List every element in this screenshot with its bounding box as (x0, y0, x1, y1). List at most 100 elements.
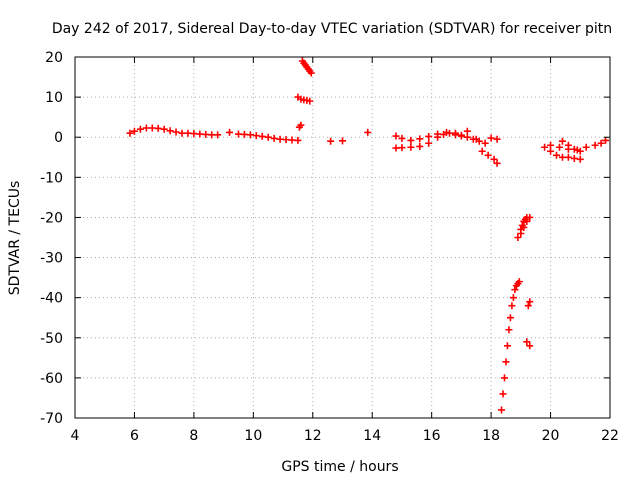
data-point (240, 130, 248, 138)
data-point (515, 278, 523, 286)
x-tick-label: 8 (189, 428, 198, 444)
data-point (148, 124, 156, 132)
data-point (508, 302, 516, 310)
data-point (558, 137, 566, 145)
data-point (130, 127, 138, 135)
data-point (440, 130, 448, 138)
y-tick-labels: 20 10 0 -10 -20 -30 -40 -50 -60 -70 (40, 50, 63, 427)
data-point (252, 132, 260, 140)
data-point (558, 153, 566, 161)
data-point (506, 314, 514, 322)
data-point (184, 129, 192, 137)
y-tick-label: -50 (40, 331, 63, 347)
data-point (282, 136, 290, 144)
y-tick-label: 20 (45, 50, 63, 66)
data-point (523, 217, 531, 225)
x-tick-label: 16 (423, 428, 441, 444)
data-point (136, 125, 144, 133)
data-point (270, 134, 278, 142)
data-point (597, 139, 605, 147)
data-point (297, 121, 305, 129)
data-point (306, 97, 314, 105)
data-point (502, 358, 510, 366)
x-tick-label: 22 (601, 428, 619, 444)
data-point (172, 128, 180, 136)
data-point (327, 137, 335, 145)
data-point (553, 151, 560, 159)
x-tick-label: 12 (304, 428, 322, 444)
y-tick-label: -40 (40, 291, 63, 307)
data-point (446, 129, 453, 137)
data-point (258, 132, 266, 140)
y-tick-label: -10 (40, 170, 63, 186)
data-point (493, 135, 501, 143)
data-point (178, 129, 186, 137)
data-point (547, 141, 555, 149)
data-point (398, 134, 406, 142)
data-point (425, 139, 433, 147)
x-tick-label: 20 (542, 428, 560, 444)
data-point (398, 144, 406, 152)
data-point (547, 147, 555, 155)
data-point (126, 129, 134, 137)
data-point (364, 128, 372, 136)
data-point (524, 302, 532, 310)
axis-ticks (74, 56, 611, 419)
data-point (416, 142, 424, 150)
data-point (505, 326, 513, 334)
data-point (294, 136, 302, 144)
data-point (499, 390, 507, 398)
data-point (457, 132, 465, 140)
data-point (526, 342, 534, 350)
data-point (392, 132, 400, 140)
y-tick-label: -60 (40, 371, 63, 387)
data-point (517, 229, 525, 237)
chart-title: Day 242 of 2017, Sidereal Day-to-day VTE… (52, 21, 612, 37)
data-point (160, 125, 168, 133)
data-point (509, 294, 517, 302)
data-point (425, 132, 433, 140)
data-point (576, 147, 584, 155)
data-point (526, 213, 534, 221)
data-point (214, 131, 222, 139)
grid (75, 57, 610, 418)
data-point (434, 133, 442, 141)
data-point (570, 145, 578, 153)
data-point (520, 223, 528, 231)
data-point (234, 130, 242, 138)
x-tick-label: 10 (244, 428, 262, 444)
data-point (484, 151, 492, 159)
data-point (407, 143, 415, 151)
y-tick-label: -20 (40, 210, 63, 226)
data-point (564, 153, 572, 161)
y-tick-label: 0 (54, 130, 63, 146)
data-point (490, 155, 498, 163)
data-point (591, 141, 599, 149)
data-point (307, 69, 315, 77)
data-point (500, 374, 508, 382)
data-point (246, 131, 254, 139)
x-tick-label: 18 (482, 428, 500, 444)
data-point (392, 144, 400, 152)
data-point (511, 286, 519, 294)
data-point (481, 139, 489, 147)
data-point (602, 136, 610, 144)
x-tick-label: 4 (71, 428, 80, 444)
data-point (514, 234, 522, 241)
data-point (276, 135, 284, 143)
y-tick-label: -30 (40, 251, 63, 267)
data-point (451, 131, 459, 139)
data-point (196, 130, 204, 138)
data-point (142, 124, 150, 132)
data-point (478, 147, 486, 155)
data-point (472, 135, 480, 143)
data-point (570, 154, 578, 162)
data-point (166, 127, 174, 135)
data-point (463, 127, 471, 135)
data-point (407, 136, 415, 144)
y-tick-label: -70 (40, 411, 63, 427)
x-tick-label: 14 (363, 428, 381, 444)
data-point (416, 135, 424, 143)
data-point (226, 128, 234, 136)
